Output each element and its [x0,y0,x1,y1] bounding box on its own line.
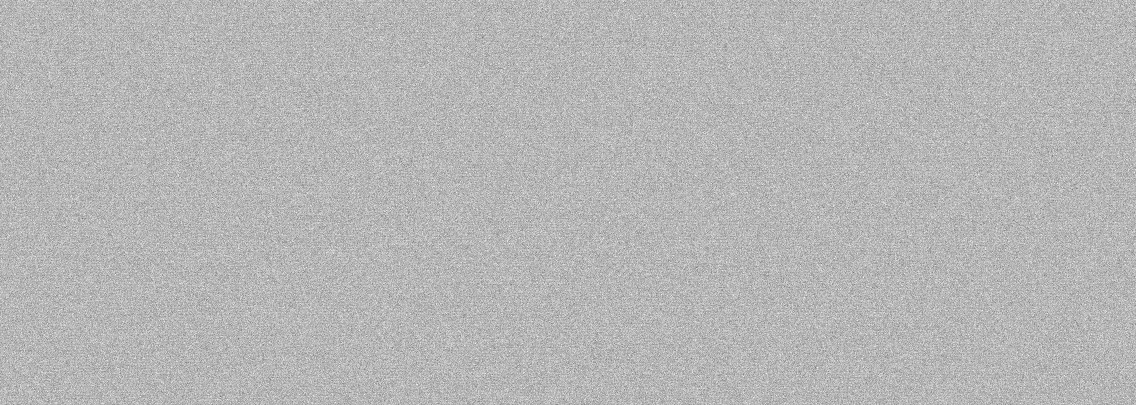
Text: বায়ুমণ্ডলীয়
গতিবিধ
সংক্রান্তবিদ্যা: বায়ুমণ্ডলীয় গতিবিধ সংক্রান্তবিদ্যা [500,336,636,385]
Text: গতিসংক্রান্ত
আবহবিদ্যা: গতিসংক্রান্ত আবহবিদ্যা [389,194,498,227]
Text: আবহবিদ্যা: আবহবিদ্যা [519,40,617,58]
Text: তাপগতি
সম্বন্ধীয়বিদ্যা: তাপগতি সম্বন্ধীয়বিদ্যা [234,332,379,364]
Text: দৈনন্দিন আবহবিদ্যা: দৈনন্দিন আবহবিদ্যা [22,203,183,218]
Text: ভৌত আবহবিদ্যা: ভৌত আবহবিদ্যা [726,203,842,218]
Text: বিমান চলাচল
সংক্রান্ত আবহবিদ্যা: বিমান চলাচল সংক্রান্ত আবহবিদ্যা [949,194,1119,227]
